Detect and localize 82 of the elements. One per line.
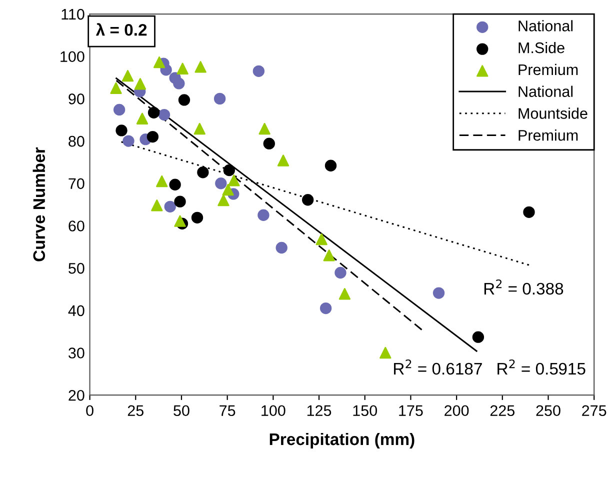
- point: [223, 164, 236, 176]
- point: [197, 166, 209, 178]
- point: [174, 196, 186, 208]
- legend-label: Premium: [518, 130, 578, 141]
- x-tick-label: 100: [262, 405, 286, 416]
- x-axis-title: Precipitation (mm): [270, 432, 414, 448]
- point: [218, 194, 230, 206]
- annotation: R$^{2}$ = 0.388: [484, 279, 564, 295]
- point: [110, 82, 122, 94]
- point: [252, 65, 265, 78]
- point: [169, 178, 181, 190]
- x-tick-label: 200: [444, 405, 469, 416]
- legend-label: Premium: [518, 64, 578, 76]
- point: [277, 154, 290, 166]
- x-tick-label: 225: [490, 405, 515, 416]
- point: [276, 242, 288, 254]
- y-axis-title: Curve Number: [32, 147, 46, 262]
- point: [173, 78, 185, 90]
- point: [316, 233, 328, 246]
- annotation: R$^{2}$ = 0.6187: [394, 359, 482, 375]
- point: [320, 302, 332, 314]
- point: [258, 122, 270, 135]
- point: [380, 346, 392, 359]
- y-tick-label: 90: [68, 94, 84, 104]
- legend-label: National: [518, 86, 573, 97]
- point: [178, 94, 190, 106]
- point: [302, 194, 314, 206]
- point: [122, 135, 134, 147]
- point: [334, 266, 346, 279]
- annotation: λ = 0.2: [96, 23, 147, 36]
- y-tick-label: 70: [68, 178, 84, 190]
- y-tick-label: 50: [68, 262, 84, 274]
- y-tick-label: 20: [68, 390, 84, 401]
- point: [338, 288, 351, 300]
- point: [176, 62, 188, 74]
- x-tick-label: 25: [128, 405, 144, 416]
- point: [191, 212, 204, 224]
- point: [134, 78, 146, 90]
- point: [222, 184, 234, 196]
- point: [258, 209, 270, 221]
- point: [136, 112, 148, 124]
- point: [158, 108, 170, 121]
- point: [151, 200, 163, 212]
- point: [432, 287, 445, 299]
- x-tick-label: 75: [220, 405, 236, 416]
- x-tick-label: 275: [582, 405, 606, 416]
- point: [215, 178, 227, 190]
- x-tick-label: 250: [536, 405, 560, 416]
- point: [523, 206, 535, 218]
- point: [146, 130, 159, 143]
- y-tick-label: 30: [68, 348, 84, 358]
- point: [160, 64, 172, 76]
- y-tick-label: 100: [60, 51, 84, 62]
- point: [148, 106, 160, 119]
- point: [116, 124, 128, 136]
- legend-label: M.Side: [518, 42, 564, 54]
- y-tick-label: 110: [62, 8, 84, 20]
- y-tick-label: 60: [68, 220, 84, 232]
- x-tick-label: 50: [174, 405, 190, 416]
- point: [323, 250, 335, 262]
- point: [472, 331, 484, 343]
- y-tick-label: 80: [68, 136, 84, 147]
- point: [122, 70, 134, 82]
- point: [324, 160, 337, 172]
- point: [194, 61, 206, 73]
- point: [113, 104, 126, 116]
- x-tick-label: 125: [307, 405, 332, 416]
- legend-label: Mountside: [518, 108, 588, 119]
- point: [228, 174, 240, 186]
- point: [174, 215, 186, 227]
- x-tick-label: 0: [86, 405, 94, 416]
- x-tick-label: 150: [353, 405, 378, 416]
- legend-label: National: [518, 20, 573, 32]
- point: [214, 92, 226, 105]
- point: [263, 138, 275, 150]
- y-tick-label: 40: [68, 305, 84, 316]
- point: [153, 56, 166, 68]
- point: [194, 122, 206, 135]
- point: [156, 175, 168, 188]
- x-tick-label: 175: [399, 405, 423, 416]
- point: [164, 200, 176, 213]
- annotation: R$^{2}$ = 0.5915: [498, 359, 586, 375]
